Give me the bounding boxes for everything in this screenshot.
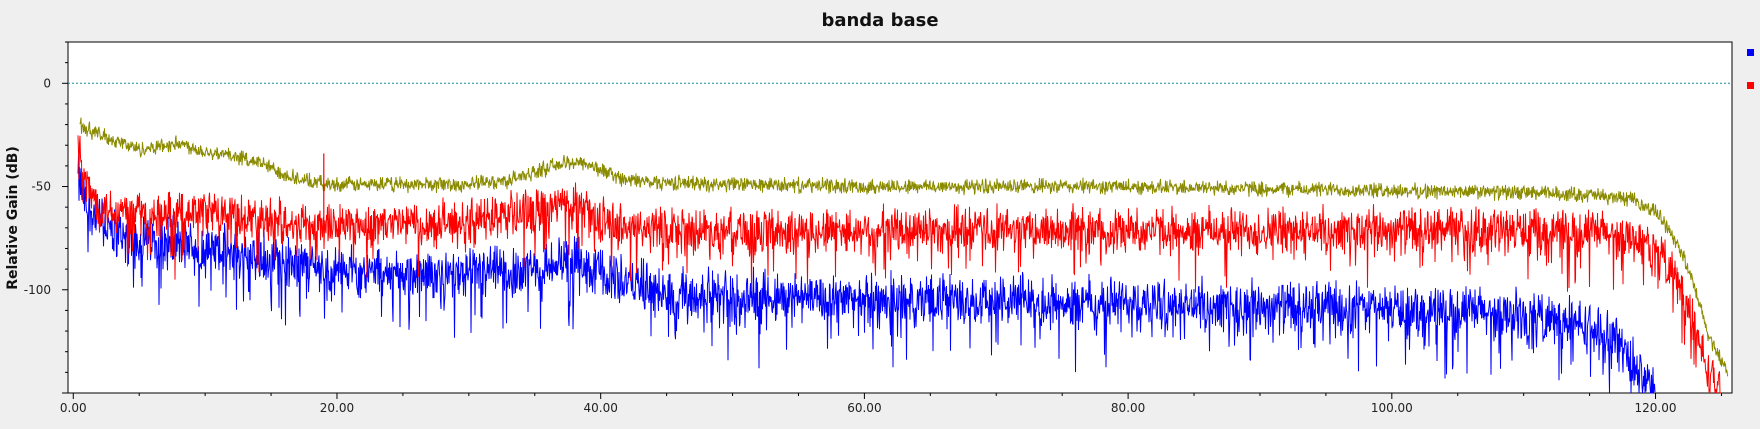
series-line-2 (77, 156, 1656, 394)
series-line-1 (77, 135, 1721, 394)
plot-area: 0.00 20.00 40.00 60.00 80.00 100.00 120.00 0 -50… (24, 41, 1754, 415)
x-tick-label: 80.00 (1111, 401, 1145, 415)
x-tick-label: 20.00 (320, 401, 354, 415)
x-tick-label: 60.00 (847, 401, 881, 415)
chart-title: banda base (821, 10, 939, 31)
series-line-0 (79, 117, 1729, 377)
y-axis-label: Relative Gain (dB) (5, 146, 21, 290)
y-tick-label: -50 (31, 180, 51, 194)
x-tick-label: 40.00 (584, 401, 618, 415)
x-tick-label: 120.00 (1635, 401, 1677, 415)
y-tick-label: 0 (43, 76, 51, 90)
y-tick-label: -100 (24, 283, 51, 297)
x-tick-label: 0.00 (60, 401, 87, 415)
x-tick-label: 100.00 (1371, 401, 1413, 415)
legend-marker[interactable] (1747, 82, 1754, 89)
legend-marker[interactable] (1747, 49, 1754, 56)
